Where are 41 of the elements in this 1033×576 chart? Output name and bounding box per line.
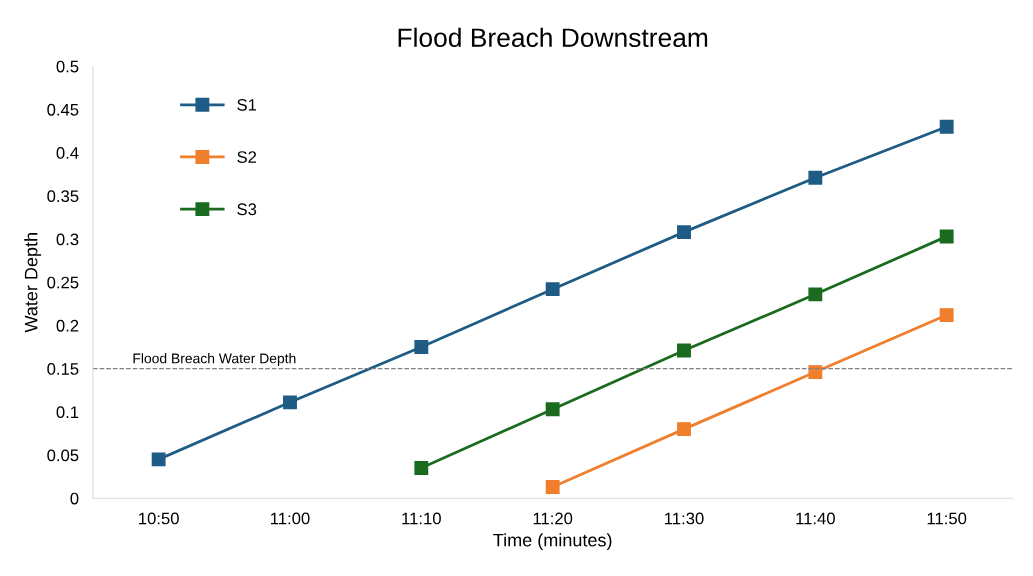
x-axis-title: Time (minutes) bbox=[493, 533, 612, 551]
y-tick-label: 0.45 bbox=[47, 103, 79, 116]
y-axis-title: Water Depth bbox=[24, 233, 42, 333]
point bbox=[677, 343, 691, 358]
point bbox=[808, 365, 823, 380]
point bbox=[545, 402, 560, 417]
x-tick-label: 11:50 bbox=[927, 512, 967, 525]
point bbox=[808, 287, 823, 302]
legend-label: S1 bbox=[237, 98, 257, 111]
point bbox=[677, 422, 691, 437]
point bbox=[545, 282, 560, 297]
point bbox=[677, 225, 691, 240]
ref-line-label: Flood Breach Water Depth bbox=[133, 353, 296, 367]
y-tick-label: 0.2 bbox=[56, 319, 79, 332]
point bbox=[939, 229, 954, 244]
legend-label: S2 bbox=[237, 151, 257, 163]
y-tick-label: 0.35 bbox=[47, 190, 79, 203]
y-tick-label: 0.1 bbox=[56, 406, 79, 419]
point bbox=[414, 461, 429, 475]
x-tick-label: 11:30 bbox=[665, 512, 704, 525]
x-tick-label: 11:10 bbox=[402, 512, 441, 525]
x-tick-label: 11:40 bbox=[796, 512, 835, 525]
point bbox=[939, 119, 954, 134]
x-tick-label: 10:50 bbox=[139, 512, 179, 525]
point bbox=[545, 480, 560, 494]
y-tick-label: 0.4 bbox=[56, 147, 79, 159]
x-tick-label: 11:20 bbox=[533, 512, 573, 525]
point bbox=[151, 452, 166, 467]
chart-title: Flood Breach Downstream bbox=[398, 27, 708, 48]
x-tick-label: 11:00 bbox=[271, 512, 310, 525]
y-tick-label: 0.5 bbox=[56, 60, 79, 73]
y-tick-label: 0.3 bbox=[56, 233, 79, 246]
y-tick-label: 0.05 bbox=[47, 449, 79, 462]
y-tick-label: 0 bbox=[70, 492, 79, 505]
legend-label: S3 bbox=[237, 203, 257, 216]
point bbox=[939, 308, 954, 323]
point bbox=[808, 170, 823, 185]
y-tick-label: 0.25 bbox=[47, 276, 79, 289]
point bbox=[414, 340, 429, 354]
y-tick-label: 0.15 bbox=[47, 363, 79, 375]
point bbox=[283, 395, 297, 410]
